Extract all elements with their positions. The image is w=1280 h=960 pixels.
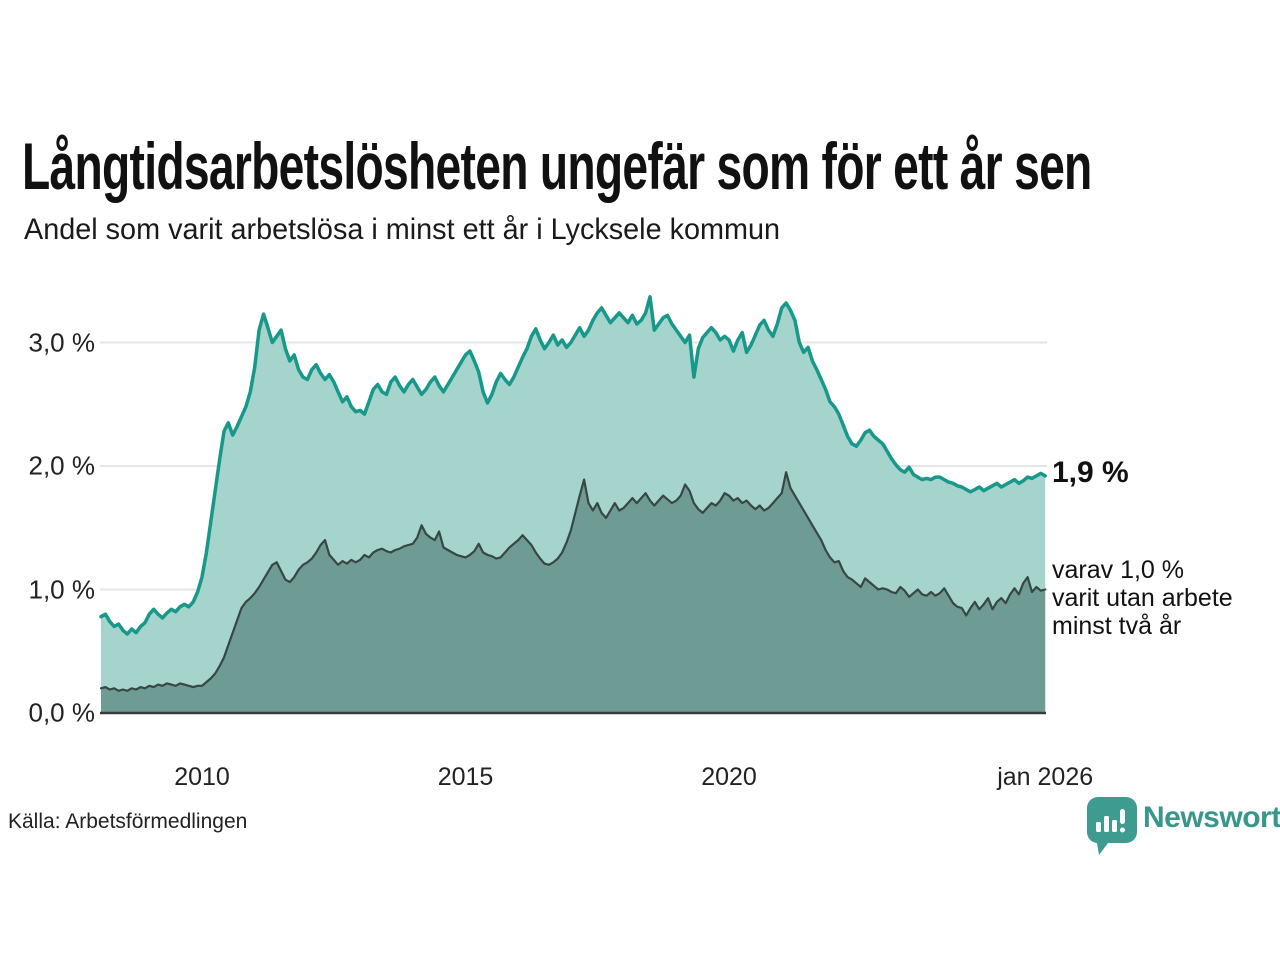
bar-chart-speech-bubble-icon	[1086, 797, 1137, 855]
chart-subtitle: Andel som varit arbetslösa i minst ett å…	[24, 213, 781, 246]
x-tick-label: 2010	[174, 763, 230, 791]
y-tick-label: 0,0 %	[28, 697, 96, 728]
y-tick-label: 2,0 %	[28, 450, 96, 481]
note-line-2: varit utan arbete	[1052, 584, 1233, 612]
area-1	[101, 472, 1046, 713]
x-tick-label: 2015	[437, 763, 494, 791]
series-line	[99, 295, 1047, 636]
y-tick-label: 3,0 %	[28, 327, 96, 357]
note-line-1: varav 1,0 %	[1052, 556, 1185, 584]
source-label: Källa: Arbetsförmedlingen	[8, 810, 248, 833]
secondary-value-note: varav 1,0 % varit utan arbete minst två …	[1052, 556, 1233, 640]
latest-value-label: 1,9 %	[1052, 456, 1129, 489]
x-tick-label: jan 2026	[997, 763, 1094, 791]
series-line	[99, 471, 1047, 692]
newsworthy-logo-text: Newsworthy	[1143, 801, 1280, 834]
page-title: Långtidsarbetslösheten ungefär som för e…	[22, 129, 1092, 203]
y-tick-label: 1,0 %	[28, 574, 96, 604]
note-line-3: minst två år	[1052, 612, 1182, 640]
x-tick-label: 2020	[701, 763, 757, 791]
